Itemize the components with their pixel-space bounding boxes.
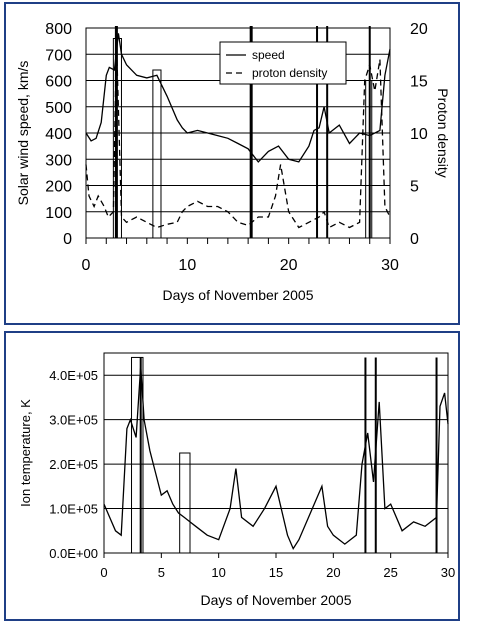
y-axis-label: Ion temperature, K [18, 399, 33, 507]
event-box [365, 80, 373, 239]
y-tick-label: 0 [63, 231, 72, 248]
x-tick-label: 15 [269, 565, 283, 580]
legend-label-speed: speed [252, 48, 285, 62]
x-tick-label: 20 [280, 257, 298, 274]
y-tick-label: 800 [45, 21, 72, 38]
event-box [152, 69, 162, 239]
y-tick-label: 100 [45, 205, 72, 222]
series-proton-density [85, 38, 391, 229]
x-tick-label: 30 [381, 257, 399, 274]
legend-label-density: proton density [252, 66, 327, 80]
x-tick-label: 5 [158, 565, 165, 580]
y-tick-label: 200 [45, 179, 72, 196]
y-tick-label: 3.0E+05 [49, 413, 98, 428]
y-tick-label: 400 [45, 126, 72, 143]
y-tick-label: 700 [45, 47, 72, 64]
chart-panel-top: 0 100 200 300 400 500 600 700 800 0 5 10 15 20 0 10 20 30… [4, 2, 460, 325]
ion-temperature-chart: 0.0E+00 1.0E+05 2.0E+05 3.0E+05 4.0E+05 0 5 10 1… [18, 352, 455, 608]
y-tick-label: 0.0E+00 [49, 546, 98, 561]
y2-tick-label: 10 [410, 126, 428, 143]
event-box [131, 356, 144, 554]
y-tick-label: 300 [45, 152, 72, 169]
y2-axis-label: Proton density [435, 88, 451, 178]
x-tick-label: 30 [441, 565, 455, 580]
y2-tick-label: 20 [410, 21, 428, 38]
series-ion-temperature [103, 366, 449, 550]
y2-tick-label: 0 [410, 231, 419, 248]
legend-box [219, 41, 347, 85]
plot-frame [103, 352, 449, 554]
y-tick-label: 1.0E+05 [49, 502, 98, 517]
x-tick-label: 25 [383, 565, 397, 580]
y2-tick-label: 5 [410, 179, 419, 196]
x-axis-label: Days of November 2005 [201, 592, 352, 608]
event-box [179, 452, 191, 554]
y-tick-label: 600 [45, 74, 72, 91]
chart-panel-bottom: 0.0E+00 1.0E+05 2.0E+05 3.0E+05 4.0E+05 0 5 10 1… [4, 331, 460, 621]
x-tick-label: 20 [326, 565, 340, 580]
x-tick-label: 10 [178, 257, 196, 274]
y-tick-label: 2.0E+05 [49, 457, 98, 472]
y-tick-label: 500 [45, 100, 72, 117]
y2-tick-label: 15 [410, 74, 428, 91]
x-tick-label: 0 [82, 257, 91, 274]
y-axis-label: Solar wind speed, km/s [15, 61, 31, 206]
y-tick-label: 4.0E+05 [49, 368, 98, 383]
x-tick-label: 0 [100, 565, 107, 580]
x-tick-label: 10 [211, 565, 225, 580]
x-axis-label: Days of November 2005 [163, 287, 314, 303]
